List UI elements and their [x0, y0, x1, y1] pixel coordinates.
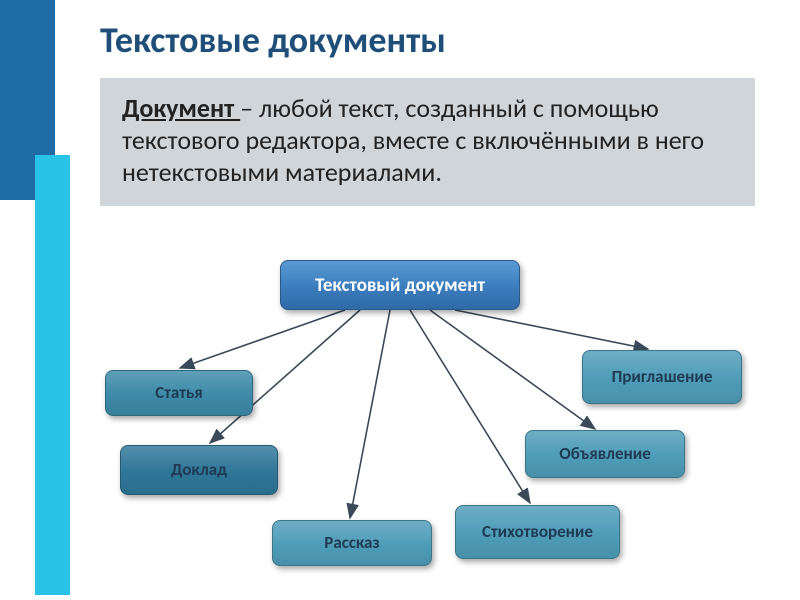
diagram-root-node: Текстовый документ: [280, 260, 520, 310]
diagram-node-label: Приглашение: [612, 367, 713, 387]
diagram-root-label: Текстовый документ: [315, 274, 485, 297]
diagram-node-report: Доклад: [120, 445, 278, 495]
diagram-node-label: Стихотворение: [482, 522, 593, 542]
diagram-node-poem: Стихотворение: [455, 505, 620, 559]
page-title: Текстовые документы: [100, 18, 446, 62]
definition-box: Документ – любой текст, созданный с помо…: [100, 78, 755, 206]
definition-term: Документ: [122, 92, 240, 124]
diagram-node-label: Статья: [155, 383, 202, 403]
diagram-node-label: Доклад: [171, 460, 227, 480]
diagram-node-label: Рассказ: [324, 533, 379, 553]
diagram-node-invite: Приглашение: [582, 350, 742, 404]
diagram-node-article: Статья: [105, 370, 253, 416]
diagram-node-label: Объявление: [559, 444, 651, 464]
diagram-node-announce: Объявление: [525, 430, 685, 478]
sidebar-accent-light: [35, 155, 70, 595]
diagram-node-story: Рассказ: [272, 520, 432, 566]
